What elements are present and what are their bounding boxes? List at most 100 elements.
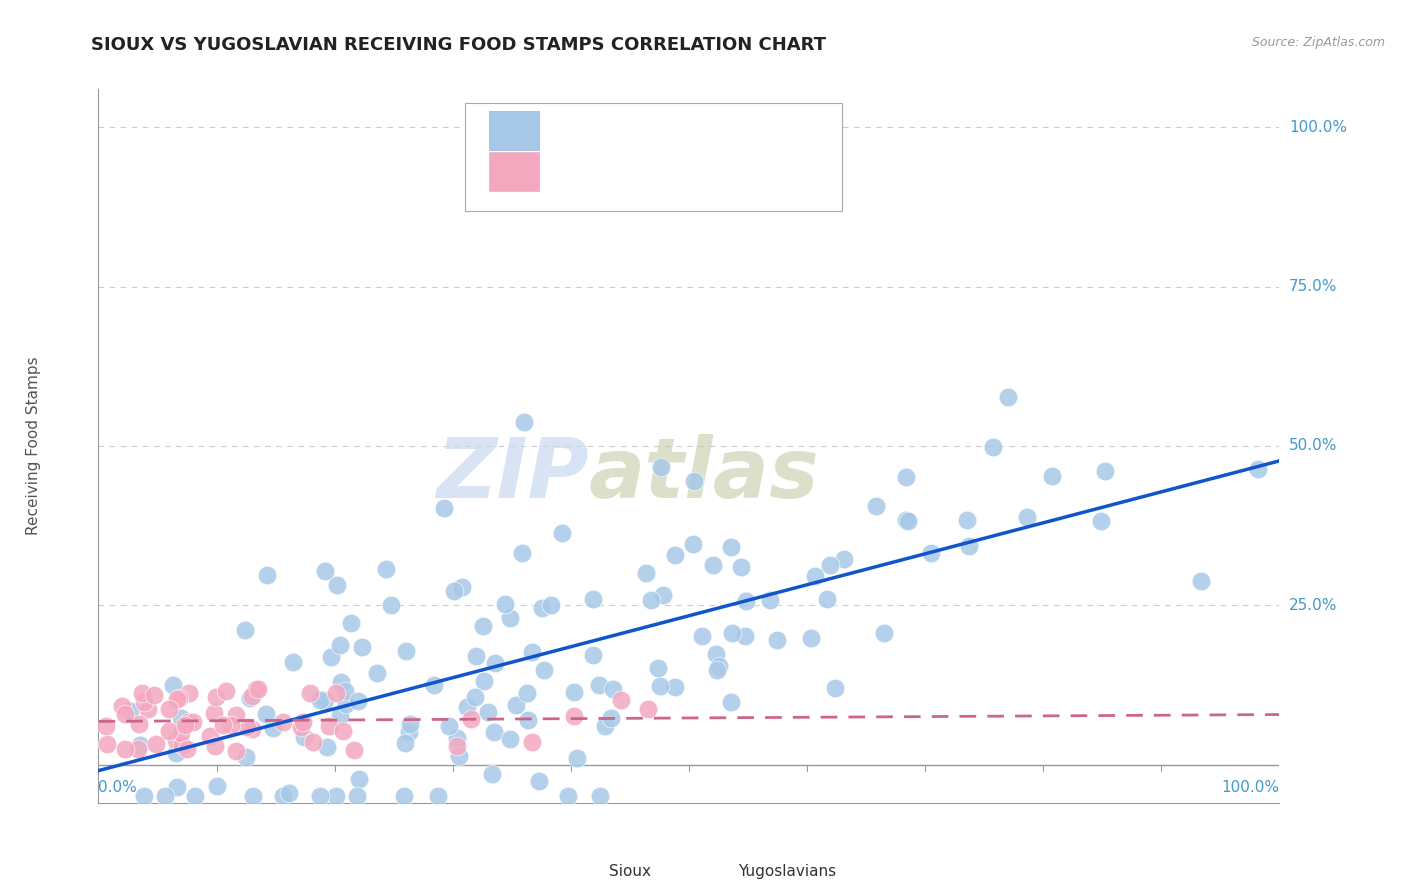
Point: [290, 720, 312, 734]
Point: [527, 773, 550, 788]
Point: [894, 513, 917, 527]
Point: [690, 629, 713, 643]
Point: [640, 593, 662, 607]
Point: [118, 704, 141, 718]
Point: [505, 698, 527, 713]
Text: Receiving Food Stamps: Receiving Food Stamps: [25, 357, 41, 535]
Point: [166, 780, 188, 794]
Point: [682, 537, 704, 551]
Point: [292, 731, 315, 745]
Point: [865, 499, 887, 513]
Point: [682, 475, 704, 489]
Point: [204, 739, 226, 754]
Point: [179, 686, 201, 700]
Point: [329, 638, 352, 652]
Point: [153, 789, 176, 804]
Point: [599, 711, 621, 725]
Point: [157, 701, 180, 715]
Point: [551, 525, 574, 540]
Point: [328, 709, 350, 723]
Point: [278, 786, 301, 800]
Point: [1090, 514, 1112, 528]
Point: [145, 737, 167, 751]
Text: 100.0%: 100.0%: [1289, 120, 1347, 135]
Point: [394, 735, 416, 749]
Point: [128, 717, 150, 731]
Point: [96, 719, 118, 733]
Point: [704, 647, 727, 661]
Point: [343, 743, 366, 757]
Point: [170, 738, 193, 752]
Point: [235, 750, 257, 764]
FancyBboxPatch shape: [562, 860, 603, 883]
Point: [565, 750, 588, 764]
Point: [499, 611, 522, 625]
Point: [520, 644, 543, 658]
Point: [443, 583, 465, 598]
Point: [437, 719, 460, 733]
Point: [735, 594, 758, 608]
Point: [166, 691, 188, 706]
Point: [157, 723, 180, 738]
Point: [721, 626, 744, 640]
Point: [165, 746, 187, 760]
Point: [256, 568, 278, 582]
Point: [309, 789, 332, 804]
Text: SIOUX VS YUGOSLAVIAN RECEIVING FOOD STAMPS CORRELATION CHART: SIOUX VS YUGOSLAVIAN RECEIVING FOOD STAM…: [91, 36, 827, 54]
Point: [225, 707, 247, 722]
Point: [329, 674, 352, 689]
Point: [472, 674, 495, 689]
Point: [302, 735, 325, 749]
Point: [233, 623, 256, 637]
Point: [262, 721, 284, 735]
Point: [200, 729, 222, 743]
Point: [997, 390, 1019, 404]
Point: [981, 441, 1004, 455]
Point: [314, 693, 336, 707]
Point: [212, 718, 235, 732]
Point: [800, 631, 823, 645]
Point: [129, 739, 152, 753]
Text: Source: ZipAtlas.com: Source: ZipAtlas.com: [1251, 36, 1385, 49]
Point: [114, 707, 136, 722]
Point: [332, 723, 354, 738]
Point: [481, 767, 503, 781]
Point: [582, 591, 605, 606]
Point: [225, 744, 247, 758]
Point: [183, 789, 205, 804]
Point: [321, 650, 343, 665]
Point: [174, 718, 197, 732]
Point: [335, 697, 357, 711]
Point: [464, 690, 486, 704]
Point: [240, 690, 263, 704]
Point: [202, 706, 225, 720]
Text: 25.0%: 25.0%: [1289, 598, 1337, 613]
Point: [702, 558, 724, 572]
Point: [815, 592, 838, 607]
Point: [183, 715, 205, 730]
Point: [516, 686, 538, 700]
Point: [824, 681, 846, 695]
Point: [392, 789, 415, 804]
Point: [648, 679, 671, 693]
Point: [540, 599, 562, 613]
Point: [484, 657, 506, 671]
Point: [1040, 468, 1063, 483]
Text: Sioux: Sioux: [609, 863, 651, 879]
Point: [170, 710, 193, 724]
Point: [450, 580, 472, 594]
Point: [1094, 464, 1116, 478]
FancyBboxPatch shape: [489, 112, 538, 150]
Point: [510, 547, 533, 561]
Point: [582, 648, 605, 663]
Point: [96, 737, 118, 751]
Point: [215, 684, 238, 698]
Point: [318, 719, 340, 733]
Point: [734, 629, 756, 643]
Point: [165, 732, 187, 747]
Point: [134, 695, 156, 709]
Point: [114, 742, 136, 756]
Point: [247, 681, 270, 696]
Point: [460, 712, 482, 726]
Point: [602, 682, 624, 697]
